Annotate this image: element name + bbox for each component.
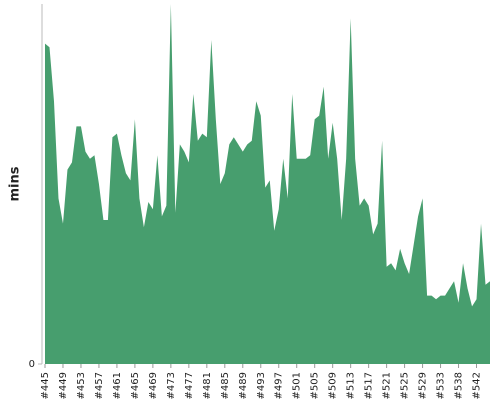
x-tick-label: #513 bbox=[346, 372, 357, 399]
x-tick-label: #521 bbox=[382, 372, 393, 399]
x-tick-label: #517 bbox=[364, 372, 375, 399]
x-tick-label: #542 bbox=[472, 372, 483, 399]
x-tick-label: #493 bbox=[256, 372, 267, 399]
x-tick-label: #497 bbox=[274, 372, 285, 399]
x-tick-label: #477 bbox=[184, 372, 195, 399]
x-tick-label: #489 bbox=[238, 372, 249, 399]
x-tick-label: #533 bbox=[436, 372, 447, 399]
x-tick-label: #538 bbox=[454, 372, 465, 399]
x-tick-label: #509 bbox=[328, 372, 339, 399]
x-tick-label: #505 bbox=[310, 372, 321, 399]
x-tick-label: #481 bbox=[202, 372, 213, 399]
x-tick-label: #445 bbox=[40, 372, 51, 399]
x-tick-label: #465 bbox=[130, 372, 141, 399]
x-tick-label: #501 bbox=[292, 372, 303, 399]
x-tick-label: #457 bbox=[94, 372, 105, 399]
x-tick-label: #453 bbox=[76, 372, 87, 399]
x-tick-label: #529 bbox=[418, 372, 429, 399]
y-axis-label: mins bbox=[8, 166, 23, 201]
x-tick-label: #473 bbox=[166, 372, 177, 399]
x-tick-label: #485 bbox=[220, 372, 231, 399]
area bbox=[45, 4, 490, 364]
x-tick-label: #449 bbox=[58, 372, 69, 399]
y-tick-label: 0 bbox=[29, 359, 35, 370]
x-tick-label: #469 bbox=[148, 372, 159, 399]
x-tick-label: #525 bbox=[400, 372, 411, 399]
x-tick-label: #461 bbox=[112, 372, 123, 399]
